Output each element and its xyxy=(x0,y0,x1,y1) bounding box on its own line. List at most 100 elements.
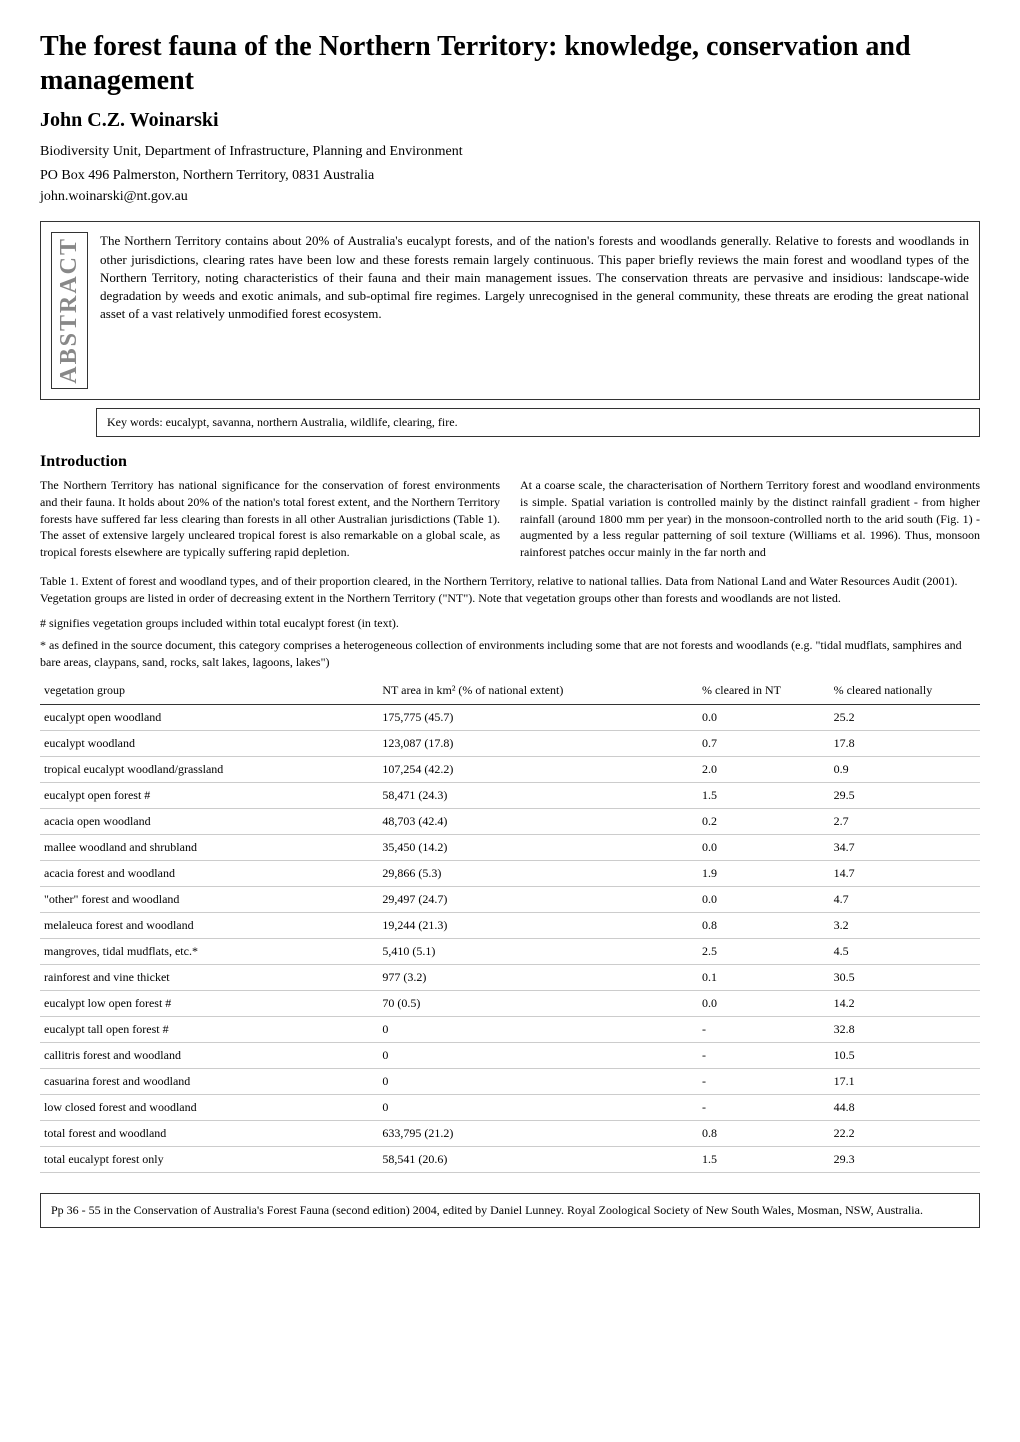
author-email: john.woinarski@nt.gov.au xyxy=(40,189,980,205)
table-cell: tropical eucalypt woodland/grassland xyxy=(40,757,378,783)
table-row: eucalypt woodland123,087 (17.8)0.717.8 xyxy=(40,731,980,757)
table-header-cell: NT area in km² (% of national extent) xyxy=(378,677,698,705)
table-cell: 0.0 xyxy=(698,887,830,913)
table-row: tropical eucalypt woodland/grassland107,… xyxy=(40,757,980,783)
table-cell: 30.5 xyxy=(830,965,980,991)
table-row: casuarina forest and woodland0-17.1 xyxy=(40,1069,980,1095)
table-cell: 0.0 xyxy=(698,835,830,861)
table-cell: 5,410 (5.1) xyxy=(378,939,698,965)
table-row: total eucalypt forest only58,541 (20.6)1… xyxy=(40,1147,980,1173)
table-cell: 10.5 xyxy=(830,1043,980,1069)
table-cell: 0 xyxy=(378,1095,698,1121)
table-cell: 19,244 (21.3) xyxy=(378,913,698,939)
table-cell: 29.3 xyxy=(830,1147,980,1173)
table-cell: - xyxy=(698,1069,830,1095)
abstract-label: ABSTRACT xyxy=(56,237,83,384)
table-cell: 29,497 (24.7) xyxy=(378,887,698,913)
table-cell: total forest and woodland xyxy=(40,1121,378,1147)
table-cell: 107,254 (42.2) xyxy=(378,757,698,783)
table-cell: 0.0 xyxy=(698,705,830,731)
table-cell: 1.5 xyxy=(698,783,830,809)
table-cell: 0.8 xyxy=(698,1121,830,1147)
affiliation-line-1: Biodiversity Unit, Department of Infrast… xyxy=(40,142,980,162)
table-row: acacia forest and woodland29,866 (5.3)1.… xyxy=(40,861,980,887)
table-cell: acacia forest and woodland xyxy=(40,861,378,887)
table-row: rainforest and vine thicket977 (3.2)0.13… xyxy=(40,965,980,991)
table-cell: callitris forest and woodland xyxy=(40,1043,378,1069)
table-cell: 123,087 (17.8) xyxy=(378,731,698,757)
table-cell: 0.8 xyxy=(698,913,830,939)
table-cell: eucalypt open forest # xyxy=(40,783,378,809)
article-title: The forest fauna of the Northern Territo… xyxy=(40,30,980,97)
table-row: eucalypt open forest #58,471 (24.3)1.529… xyxy=(40,783,980,809)
table-cell: 14.7 xyxy=(830,861,980,887)
table-cell: 25.2 xyxy=(830,705,980,731)
intro-col-left: The Northern Territory has national sign… xyxy=(40,477,500,561)
table-cell: 1.5 xyxy=(698,1147,830,1173)
table-cell: mallee woodland and shrubland xyxy=(40,835,378,861)
table-row: mangroves, tidal mudflats, etc.*5,410 (5… xyxy=(40,939,980,965)
table-header-cell: % cleared nationally xyxy=(830,677,980,705)
keywords-label: Key words: xyxy=(107,415,163,429)
abstract-text: The Northern Territory contains about 20… xyxy=(100,232,969,389)
table-cell: 17.8 xyxy=(830,731,980,757)
table-cell: 3.2 xyxy=(830,913,980,939)
table-cell: 4.7 xyxy=(830,887,980,913)
table-row: callitris forest and woodland0-10.5 xyxy=(40,1043,980,1069)
table-cell: 0.9 xyxy=(830,757,980,783)
table-cell: 1.9 xyxy=(698,861,830,887)
table-cell: 70 (0.5) xyxy=(378,991,698,1017)
table-note-star: * as defined in the source document, thi… xyxy=(40,637,980,671)
table-cell: 2.7 xyxy=(830,809,980,835)
abstract-box: ABSTRACT The Northern Territory contains… xyxy=(40,221,980,400)
table-row: low closed forest and woodland0-44.8 xyxy=(40,1095,980,1121)
table-cell: 22.2 xyxy=(830,1121,980,1147)
table-cell: 2.5 xyxy=(698,939,830,965)
table-cell: 2.0 xyxy=(698,757,830,783)
table-cell: 58,541 (20.6) xyxy=(378,1147,698,1173)
table-cell: 0.1 xyxy=(698,965,830,991)
table-row: melaleuca forest and woodland19,244 (21.… xyxy=(40,913,980,939)
table-header-cell: vegetation group xyxy=(40,677,378,705)
table-cell: - xyxy=(698,1043,830,1069)
author-name: John C.Z. Woinarski xyxy=(40,109,980,132)
table-cell: melaleuca forest and woodland xyxy=(40,913,378,939)
table-cell: 977 (3.2) xyxy=(378,965,698,991)
table-header-cell: % cleared in NT xyxy=(698,677,830,705)
table-cell: 58,471 (24.3) xyxy=(378,783,698,809)
table-row: eucalypt open woodland175,775 (45.7)0.02… xyxy=(40,705,980,731)
table-cell: mangroves, tidal mudflats, etc.* xyxy=(40,939,378,965)
intro-columns: The Northern Territory has national sign… xyxy=(40,477,980,561)
affiliation-line-2: PO Box 496 Palmerston, Northern Territor… xyxy=(40,166,980,186)
table-cell: 0 xyxy=(378,1043,698,1069)
table-cell: 17.1 xyxy=(830,1069,980,1095)
data-table: vegetation group NT area in km² (% of na… xyxy=(40,677,980,1173)
table-cell: 29,866 (5.3) xyxy=(378,861,698,887)
table-cell: 35,450 (14.2) xyxy=(378,835,698,861)
table-cell: 34.7 xyxy=(830,835,980,861)
table-cell: 32.8 xyxy=(830,1017,980,1043)
table-cell: 0 xyxy=(378,1017,698,1043)
table-note-hash: # signifies vegetation groups included w… xyxy=(40,615,980,632)
table-cell: - xyxy=(698,1095,830,1121)
intro-heading: Introduction xyxy=(40,453,980,471)
table-cell: 29.5 xyxy=(830,783,980,809)
table-caption-prefix: Table 1. xyxy=(40,574,78,588)
keywords-text: eucalypt, savanna, northern Australia, w… xyxy=(163,415,458,429)
table-row: acacia open woodland48,703 (42.4)0.22.7 xyxy=(40,809,980,835)
table-cell: 633,795 (21.2) xyxy=(378,1121,698,1147)
table-cell: - xyxy=(698,1017,830,1043)
table-cell: 0 xyxy=(378,1069,698,1095)
table-cell: 0.2 xyxy=(698,809,830,835)
table-header-row: vegetation group NT area in km² (% of na… xyxy=(40,677,980,705)
table-cell: 44.8 xyxy=(830,1095,980,1121)
table-row: eucalypt low open forest #70 (0.5)0.014.… xyxy=(40,991,980,1017)
table-cell: eucalypt tall open forest # xyxy=(40,1017,378,1043)
table-cell: "other" forest and woodland xyxy=(40,887,378,913)
table-cell: acacia open woodland xyxy=(40,809,378,835)
table-caption-text: Extent of forest and woodland types, and… xyxy=(40,574,958,605)
intro-col-right: At a coarse scale, the characterisation … xyxy=(520,477,980,561)
table-cell: casuarina forest and woodland xyxy=(40,1069,378,1095)
table-row: "other" forest and woodland29,497 (24.7)… xyxy=(40,887,980,913)
table-cell: eucalypt low open forest # xyxy=(40,991,378,1017)
